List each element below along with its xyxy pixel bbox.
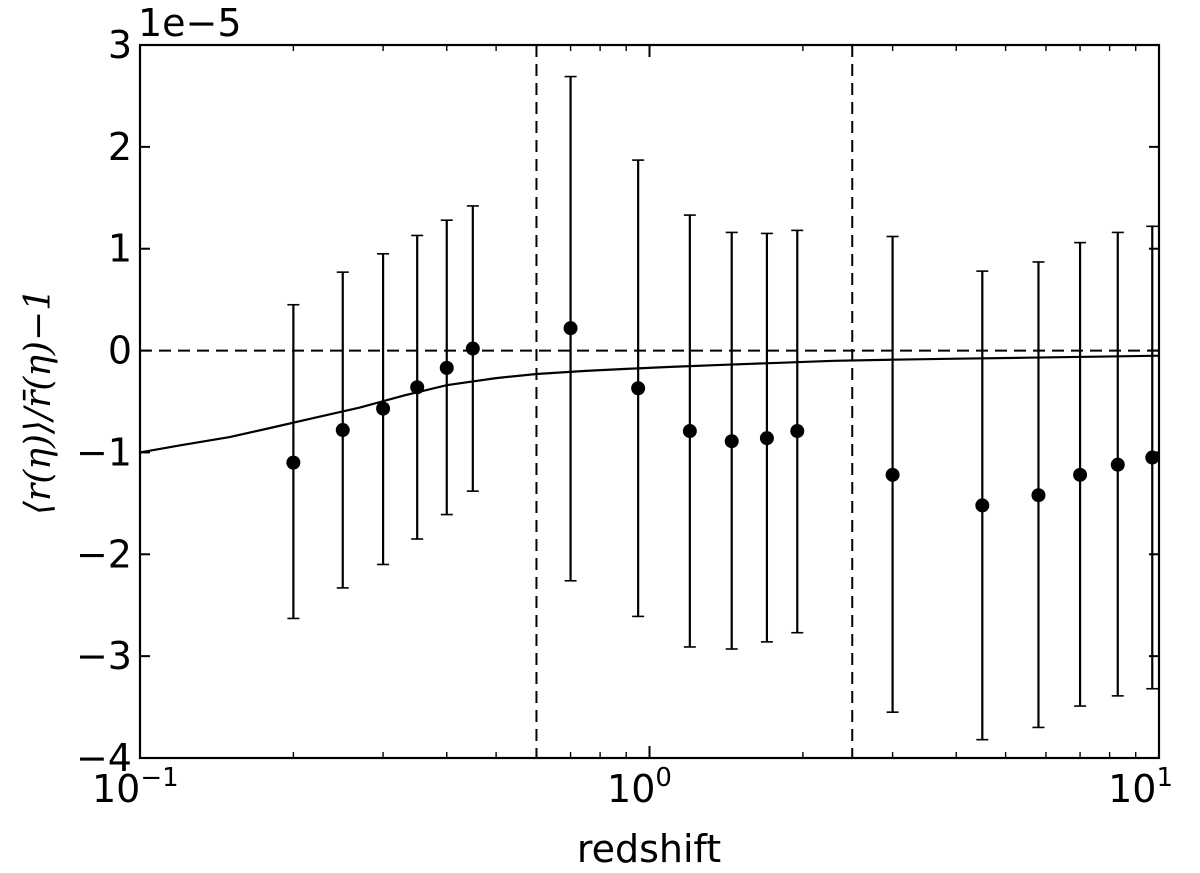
model-curve-layer: [139, 354, 1160, 454]
data-point: [286, 455, 301, 470]
reference-lines-layer: [140, 45, 1159, 758]
x-axis-label: redshift: [577, 827, 721, 871]
x-tick-label-exponent: −1: [140, 763, 178, 793]
y-axis-label: ⟨r(η)⟩/r̄(η)−1: [17, 287, 59, 516]
y-tick-label: −1: [76, 430, 132, 474]
x-tick-label-exponent: 1: [1156, 763, 1173, 793]
ticks-layer: [139, 44, 1160, 759]
y-tick-label: −2: [76, 532, 132, 576]
data-point: [1031, 488, 1046, 503]
data-point: [724, 434, 739, 449]
y-tick-label: 1: [108, 227, 132, 271]
data-point: [759, 431, 774, 446]
data-point: [439, 360, 454, 375]
error-bars-layer: [287, 75, 1159, 741]
data-point: [376, 401, 391, 416]
data-point: [465, 341, 480, 356]
x-tick-label: 101: [1108, 763, 1173, 811]
data-point: [885, 467, 900, 482]
model-curve-line: [139, 354, 1160, 454]
data-point: [335, 423, 350, 438]
x-tick-label: 10−1: [92, 763, 179, 811]
data-points-layer: [286, 321, 1160, 513]
data-point: [410, 380, 425, 395]
data-point: [682, 424, 697, 439]
y-tick-label: 0: [108, 329, 132, 373]
data-point: [1145, 450, 1160, 465]
y-tick-label: −3: [76, 634, 132, 678]
data-point: [1073, 467, 1088, 482]
data-point: [1110, 457, 1125, 472]
x-tick-label-base: 10: [1108, 767, 1156, 811]
x-tick-label-base: 10: [607, 767, 655, 811]
data-point: [790, 424, 805, 439]
x-tick-label-exponent: 0: [655, 763, 672, 793]
data-point: [563, 321, 578, 336]
y-tick-label: 2: [108, 125, 132, 169]
x-tick-label: 100: [607, 763, 672, 811]
y-offset-label: 1e−5: [138, 1, 242, 45]
x-tick-label-base: 10: [92, 767, 140, 811]
data-point: [631, 381, 646, 396]
y-tick-label: −4: [76, 736, 132, 780]
data-point: [975, 498, 990, 513]
y-tick-label: 3: [108, 23, 132, 67]
